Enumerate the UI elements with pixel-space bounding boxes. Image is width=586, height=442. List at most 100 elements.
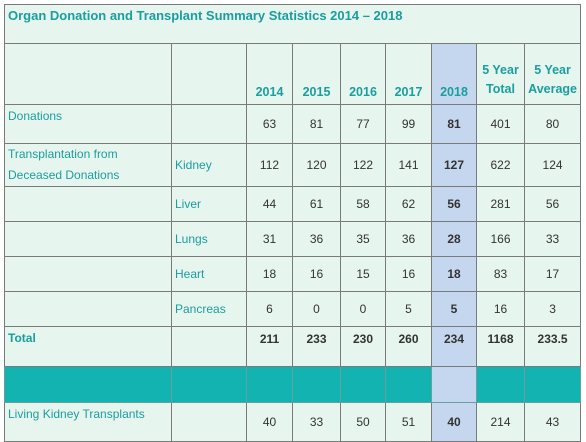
cell-lungs-2017[interactable]: 36 [385,221,432,257]
cell-living-2014[interactable]: 40 [246,402,293,442]
header-2015[interactable]: 2015 [292,43,341,105]
cell-donations-2017[interactable]: 99 [385,104,432,144]
cell-pancreas-total[interactable]: 16 [476,291,525,327]
empty-cell[interactable] [4,256,172,292]
header-5yr-total-line2: Total [486,82,515,96]
header-empty-cell[interactable] [171,43,247,105]
cell-total-average[interactable]: 233.5 [523,326,582,367]
cell-lungs-2015[interactable]: 36 [292,221,341,257]
band-cell[interactable] [523,366,582,403]
table-row-liver: Liver 44 61 58 62 56 281 56 [4,186,582,222]
cell-kidney-total[interactable]: 622 [476,143,525,187]
cell-kidney-2016[interactable]: 122 [340,143,386,187]
cell-kidney-2014[interactable]: 112 [246,143,293,187]
cell-heart-2018[interactable]: 18 [431,256,477,292]
cell-liver-total[interactable]: 281 [476,186,525,222]
cell-living-2017[interactable]: 51 [385,402,432,442]
cell-lungs-average[interactable]: 33 [523,221,582,257]
organ-label-pancreas[interactable]: Pancreas [171,291,247,327]
cell-pancreas-2018[interactable]: 5 [431,291,477,327]
band-cell[interactable] [476,366,525,403]
cell-living-2018[interactable]: 40 [431,402,477,442]
cell-liver-2016[interactable]: 58 [340,186,386,222]
header-5yr-average[interactable]: 5 Year Average [523,43,582,105]
row-label-donations[interactable]: Donations [4,104,172,144]
cell-donations-2016[interactable]: 77 [340,104,386,144]
cell-living-2016[interactable]: 50 [340,402,386,442]
cell-kidney-average[interactable]: 124 [523,143,582,187]
cell-liver-2015[interactable]: 61 [292,186,341,222]
cell-donations-2015[interactable]: 81 [292,104,341,144]
header-empty-cell[interactable] [4,43,172,105]
header-2016[interactable]: 2016 [340,43,386,105]
cell-kidney-2015[interactable]: 120 [292,143,341,187]
cell-living-2015[interactable]: 33 [292,402,341,442]
header-5yr-average-line1: 5 Year [534,63,571,77]
cell-lungs-2016[interactable]: 35 [340,221,386,257]
header-5yr-total[interactable]: 5 Year Total [476,43,525,105]
header-2014[interactable]: 2014 [246,43,293,105]
band-cell[interactable] [171,366,247,403]
title-row: Organ Donation and Transplant Summary St… [3,4,582,44]
organ-label-heart[interactable]: Heart [171,256,247,292]
cell-total-2014[interactable]: 211 [246,326,293,367]
cell-pancreas-2016[interactable]: 0 [340,291,386,327]
cell-total-2018[interactable]: 234 [431,326,477,367]
cell-pancreas-2017[interactable]: 5 [385,291,432,327]
cell-donations-average[interactable]: 80 [523,104,582,144]
cell-lungs-2014[interactable]: 31 [246,221,293,257]
cell-pancreas-2015[interactable]: 0 [292,291,341,327]
band-cell[interactable] [340,366,386,403]
cell-liver-2014[interactable]: 44 [246,186,293,222]
table-row-kidney: Transplantation from Deceased Donations … [4,143,582,187]
cell-heart-2016[interactable]: 15 [340,256,386,292]
row-label-deceased-donations[interactable]: Transplantation from Deceased Donations [4,143,172,187]
empty-cell[interactable] [171,104,247,144]
header-2017[interactable]: 2017 [385,43,432,105]
band-cell[interactable] [246,366,293,403]
band-cell-2018[interactable] [431,366,477,403]
table-row-living: Living Kidney Transplants 40 33 50 51 40… [4,402,582,442]
cell-donations-total[interactable]: 401 [476,104,525,144]
cell-pancreas-2014[interactable]: 6 [246,291,293,327]
organ-label-liver[interactable]: Liver [171,186,247,222]
cell-heart-2017[interactable]: 16 [385,256,432,292]
summary-table: Organ Donation and Transplant Summary St… [3,4,582,442]
organ-label-lungs[interactable]: Lungs [171,221,247,257]
cell-total-2017[interactable]: 260 [385,326,432,367]
row-label-living-kidney[interactable]: Living Kidney Transplants [4,402,172,442]
cell-total-2015[interactable]: 233 [292,326,341,367]
cell-living-average[interactable]: 43 [523,402,582,442]
cell-total-total[interactable]: 1168 [476,326,525,367]
table-row-total: Total 211 233 230 260 234 1168 233.5 [4,326,582,367]
cell-liver-2018[interactable]: 56 [431,186,477,222]
cell-heart-2014[interactable]: 18 [246,256,293,292]
band-cell[interactable] [4,366,172,403]
empty-cell[interactable] [4,291,172,327]
cell-lungs-2018[interactable]: 28 [431,221,477,257]
cell-kidney-2017[interactable]: 141 [385,143,432,187]
band-cell[interactable] [292,366,341,403]
row-label-total[interactable]: Total [4,326,172,367]
cell-liver-2017[interactable]: 62 [385,186,432,222]
organ-label-kidney[interactable]: Kidney [171,143,247,187]
cell-lungs-total[interactable]: 166 [476,221,525,257]
empty-cell[interactable] [171,326,247,367]
table-title[interactable]: Organ Donation and Transplant Summary St… [3,4,582,44]
empty-cell[interactable] [171,402,247,442]
header-2018[interactable]: 2018 [431,43,477,105]
cell-liver-average[interactable]: 56 [523,186,582,222]
cell-donations-2014[interactable]: 63 [246,104,293,144]
cell-donations-2018[interactable]: 81 [431,104,477,144]
cell-heart-2015[interactable]: 16 [292,256,341,292]
header-5yr-total-line1: 5 Year [482,63,519,77]
cell-kidney-2018[interactable]: 127 [431,143,477,187]
empty-cell[interactable] [4,186,172,222]
cell-heart-total[interactable]: 83 [476,256,525,292]
band-cell[interactable] [385,366,432,403]
cell-total-2016[interactable]: 230 [340,326,386,367]
empty-cell[interactable] [4,221,172,257]
cell-pancreas-average[interactable]: 3 [523,291,582,327]
cell-heart-average[interactable]: 17 [523,256,582,292]
cell-living-total[interactable]: 214 [476,402,525,442]
